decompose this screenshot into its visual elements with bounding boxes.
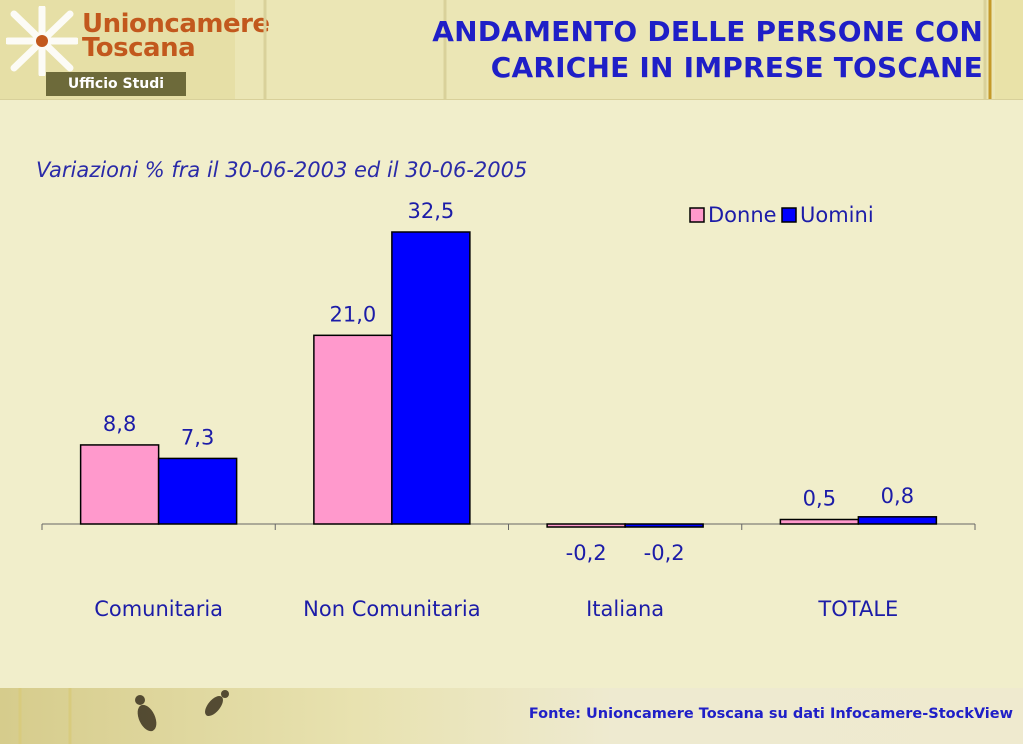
bar-uomini-3 <box>624 523 704 528</box>
x-tick-label: Non Comunitaria <box>303 597 480 621</box>
office-label: Ufficio Studi <box>46 72 186 96</box>
data-label: 21,0 <box>329 302 376 326</box>
data-label: 32,5 <box>407 199 454 223</box>
bar-uomini-4 <box>857 516 938 525</box>
legend-label-donne: Donne <box>708 203 777 227</box>
bar-donne-4 <box>779 518 860 525</box>
bar-chart: 8,8 7,3 Comunitaria 21,0 32,5 Non Comunitaria… <box>41 199 976 621</box>
title-line2: CARICHE IN IMPRESE TOSCANE <box>490 51 983 84</box>
legend-label-uomini: Uomini <box>800 203 874 227</box>
title-line1: ANDAMENTO DELLE PERSONE CON <box>432 15 983 48</box>
chart-subtitle: Variazioni % fra il 30-06-2003 ed il 30-… <box>36 158 528 182</box>
footer-decoration <box>18 688 229 744</box>
data-label: 8,8 <box>103 412 136 436</box>
logo-line2: Toscana <box>82 33 196 63</box>
bar-uomini-1 <box>157 457 238 525</box>
page-title: ANDAMENTO DELLE PERSONE CON CARICHE IN I… <box>363 14 983 86</box>
bar-donne-3 <box>546 523 626 528</box>
footer-band: Fonte: Unioncamere Toscana su dati Infoc… <box>0 688 1023 744</box>
logo-icon <box>6 6 78 76</box>
header-decoration <box>263 0 1023 99</box>
legend-swatch-uomini <box>781 207 797 223</box>
logo-wordmark: Unioncamere Toscana <box>82 9 270 63</box>
bar-donne-2 <box>313 334 393 525</box>
legend-swatch-donne <box>689 207 705 223</box>
data-label: -0,2 <box>566 541 607 565</box>
logo: Unioncamere Toscana Ufficio Studi <box>0 0 270 99</box>
data-label: 0,5 <box>803 487 836 511</box>
x-tick-label: TOTALE <box>817 597 898 621</box>
bar-donne-1 <box>79 444 160 525</box>
bar-uomini-2 <box>391 231 471 525</box>
x-tick-label: Italiana <box>586 597 664 621</box>
x-tick-label: Comunitaria <box>94 597 223 621</box>
header-band: Unioncamere Toscana Ufficio Studi ANDAME… <box>0 0 1023 100</box>
data-label: 0,8 <box>881 484 914 508</box>
logo-line1: Unioncamere <box>82 9 270 39</box>
data-label: -0,2 <box>644 541 685 565</box>
data-label: 7,3 <box>181 425 214 449</box>
source-note: Fonte: Unioncamere Toscana su dati Infoc… <box>528 706 1013 722</box>
